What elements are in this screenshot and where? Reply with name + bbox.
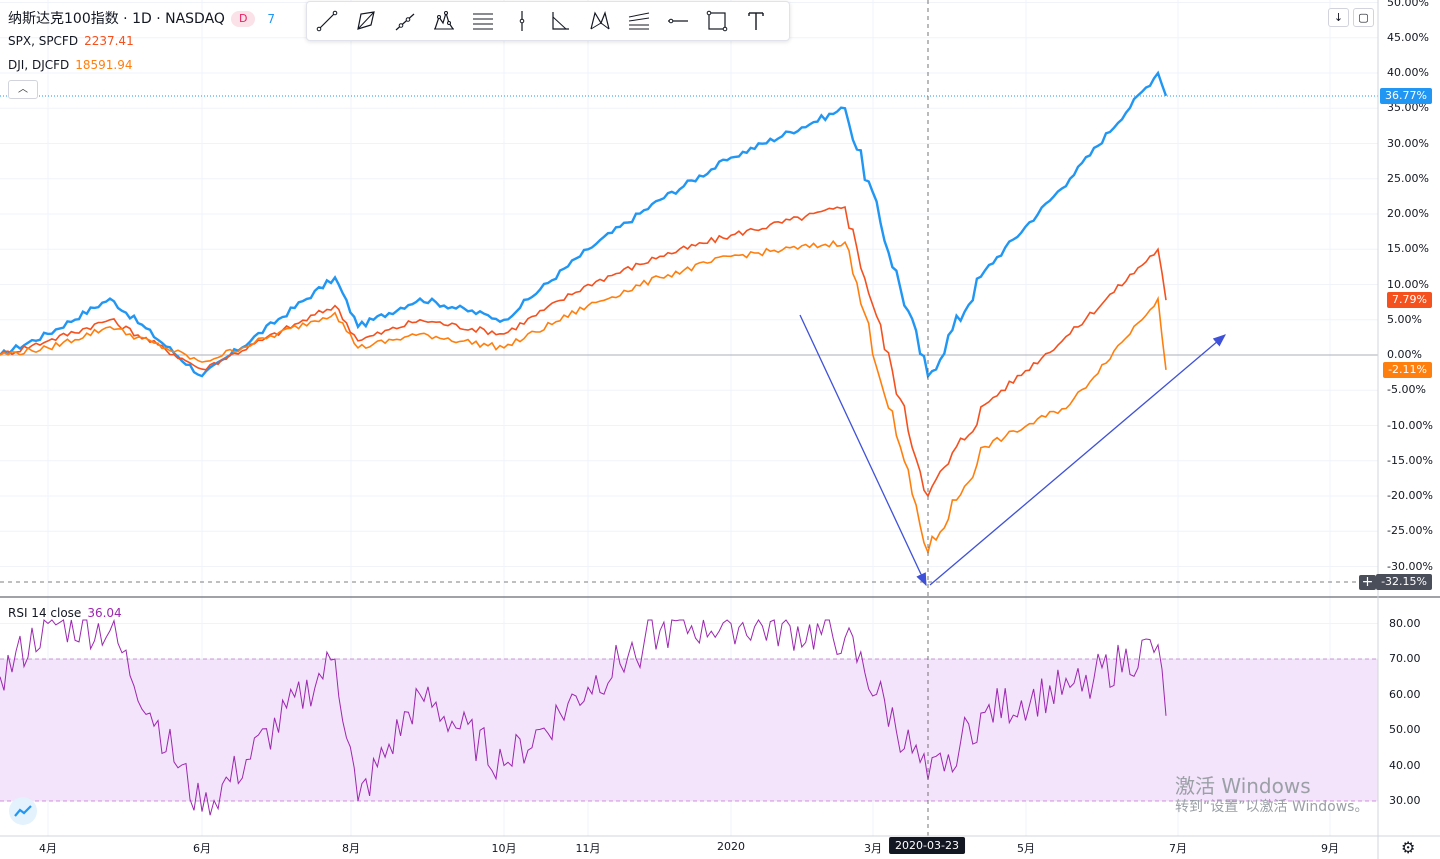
horizontal-ray-tool[interactable] — [658, 3, 697, 39]
x-axis-label: 10月 — [491, 842, 517, 855]
rsi-series-line[interactable] — [0, 618, 1167, 816]
tradingview-logo-icon[interactable] — [9, 797, 37, 825]
dji-series-line[interactable] — [0, 239, 1167, 555]
rsi-value: 36.04 — [87, 606, 122, 620]
y-axis-label: -10.00% — [1387, 418, 1433, 432]
rsi-axis-label: 70.00 — [1389, 652, 1421, 665]
polyline-icon — [356, 11, 375, 30]
x-axis-label: 3月 — [864, 842, 882, 855]
pattern-tool[interactable] — [424, 3, 463, 39]
spx-series-line[interactable] — [0, 205, 1167, 498]
ray-tool[interactable] — [385, 3, 424, 39]
horizontal-lines-tool[interactable] — [463, 3, 502, 39]
angle-tool[interactable] — [541, 3, 580, 39]
text-icon — [747, 12, 764, 30]
horizontal-ray-icon — [667, 18, 688, 24]
rsi-axis-label: 30.00 — [1389, 794, 1421, 807]
rsi-legend[interactable]: RSI 14 close 36.04 — [8, 606, 122, 620]
y-axis-label: -20.00% — [1387, 489, 1433, 502]
dji-legend[interactable]: DJI, DJCFD 18591.94 — [8, 58, 133, 72]
scroll-down-button[interactable]: ↓ — [1328, 8, 1349, 27]
cursor-date-tag: 2020-03-23 — [889, 837, 965, 854]
ndx-series-line[interactable] — [0, 70, 1168, 379]
watermark-subtitle: 转到“设置”以激活 Windows。 — [1175, 799, 1369, 815]
maximize-button[interactable]: ▢ — [1353, 8, 1374, 27]
delayed-badge: D — [230, 11, 256, 27]
polyline-tool[interactable] — [346, 3, 385, 39]
y-axis-label: 0.00% — [1387, 348, 1422, 361]
rectangle-tool[interactable] — [697, 3, 736, 39]
rsi-axis-label: 40.00 — [1389, 758, 1421, 772]
x-axis-label: 11月 — [575, 842, 601, 855]
vertical-line-tool[interactable] — [502, 3, 541, 39]
up-arrow-drawing[interactable] — [929, 334, 1226, 586]
spx-symbol[interactable]: SPX, SPCFD — [8, 34, 79, 48]
y-axis-label: 10.00% — [1387, 277, 1429, 291]
x-axis-label: 2020 — [717, 840, 745, 853]
cursor-price-tag: -32.15% — [1376, 574, 1432, 590]
y-axis-label: 15.00% — [1387, 242, 1429, 256]
x-axis-label: 6月 — [193, 842, 211, 855]
y-axis-label: 40.00% — [1387, 66, 1429, 79]
ray-icon — [395, 13, 414, 31]
maximize-icon: ▢ — [1358, 11, 1369, 24]
add-plus-icon[interactable]: + — [1359, 575, 1376, 590]
y-axis-label: 50.00% — [1387, 0, 1429, 9]
y-axis-label: -15.00% — [1387, 453, 1433, 467]
chevron-up-icon: ︿ — [18, 84, 28, 95]
windows-activation-watermark: 激活 Windows 转到“设置”以激活 Windows。 — [1175, 774, 1368, 816]
rsi-axis-label: 60.00 — [1389, 687, 1421, 701]
y-axis-label: 25.00% — [1387, 171, 1429, 185]
ndx-price-tag: 36.77% — [1380, 88, 1432, 104]
pattern-icon — [433, 10, 454, 30]
down-arrow-drawing[interactable] — [799, 314, 927, 587]
y-axis-label: 35.00% — [1387, 101, 1429, 115]
y-axis-label: 20.00% — [1387, 207, 1429, 220]
gear-icon[interactable]: ⚙ — [1401, 838, 1416, 857]
y-axis-label: 5.00% — [1387, 312, 1422, 326]
x-axis-label: 4月 — [39, 842, 57, 855]
rectangle-icon — [706, 10, 727, 32]
dji-price-tag: -2.11% — [1383, 362, 1432, 378]
drawing-toolbar — [306, 1, 790, 41]
main-value: 7 — [267, 12, 276, 26]
x-axis-label: 9月 — [1321, 842, 1339, 855]
x-axis-label: 5月 — [1017, 842, 1035, 855]
rsi-axis-label: 80.00 — [1389, 616, 1421, 630]
y-axis-label: -30.00% — [1387, 559, 1433, 573]
trend-line-icon — [316, 10, 337, 32]
xabcd-tool[interactable] — [580, 3, 619, 39]
y-axis-label: 30.00% — [1387, 136, 1429, 150]
rsi-axis-label: 50.00 — [1389, 723, 1421, 736]
legend-collapse-button[interactable]: ︿ — [8, 80, 38, 99]
arrow-down-icon: ↓ — [1333, 11, 1344, 24]
dji-symbol[interactable]: DJI, DJCFD — [8, 58, 70, 72]
y-axis-label: -5.00% — [1387, 383, 1426, 397]
spx-legend[interactable]: SPX, SPCFD 2237.41 — [8, 34, 134, 48]
dji-value: 18591.94 — [75, 58, 133, 72]
y-axis-label: -25.00% — [1387, 524, 1433, 538]
rsi-band — [0, 659, 1378, 801]
horizontal-lines-icon — [472, 13, 493, 30]
rsi-title[interactable]: RSI 14 close — [8, 606, 82, 620]
fib-channel-tool[interactable] — [619, 3, 658, 39]
x-axis-label: 8月 — [342, 842, 360, 855]
main-legend[interactable]: 纳斯达克100指数 · 1D · NASDAQ D 7 — [8, 8, 275, 28]
watermark-title: 激活 Windows — [1175, 774, 1311, 798]
main-symbol-title[interactable]: 纳斯达克100指数 · 1D · NASDAQ — [8, 11, 225, 27]
trend-line-tool[interactable] — [307, 3, 346, 39]
text-tool[interactable] — [736, 3, 775, 39]
vertical-line-icon — [519, 11, 524, 31]
spx-value: 2237.41 — [84, 34, 134, 48]
y-axis-label: 45.00% — [1387, 30, 1429, 44]
xabcd-icon — [589, 11, 610, 30]
spx-price-tag: 7.79% — [1387, 292, 1432, 308]
angle-icon — [551, 12, 569, 30]
fib-channel-icon — [628, 12, 649, 30]
x-axis-label: 7月 — [1169, 842, 1187, 855]
